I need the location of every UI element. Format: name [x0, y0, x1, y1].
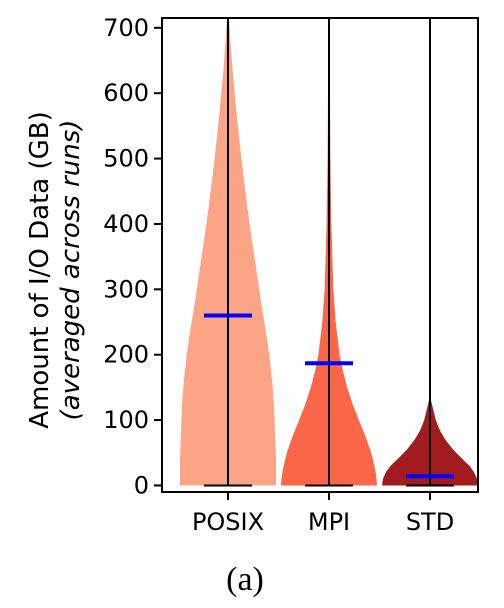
y-tick-label: 600 — [103, 79, 149, 107]
y-tick-label: 0 — [134, 471, 149, 499]
violins-layer — [180, 18, 478, 487]
figure-caption: (a) — [226, 561, 264, 598]
x-axis-ticks: POSIX MPI STD — [192, 492, 454, 536]
y-tick-label: 200 — [103, 341, 149, 369]
y-axis-sublabel: (averaged across runs) — [56, 120, 86, 421]
y-tick-label: 400 — [103, 210, 149, 238]
y-tick-label: 100 — [103, 406, 149, 434]
plot-frame — [161, 17, 479, 493]
y-axis-label: Amount of I/O Data (GB) — [25, 111, 55, 429]
y-tick-label: 300 — [103, 275, 149, 303]
y-tick-label: 700 — [103, 14, 149, 42]
y-tick-label: 500 — [103, 145, 149, 173]
x-tick-label-std: STD — [406, 508, 454, 536]
x-tick-label-posix: POSIX — [192, 508, 264, 536]
y-axis-ticks: 0 100 200 300 400 500 600 700 — [103, 14, 162, 499]
axes-layer: 0 100 200 300 400 500 600 700 POSIX MPI STD — [103, 14, 479, 536]
x-tick-label-mpi: MPI — [308, 508, 350, 536]
